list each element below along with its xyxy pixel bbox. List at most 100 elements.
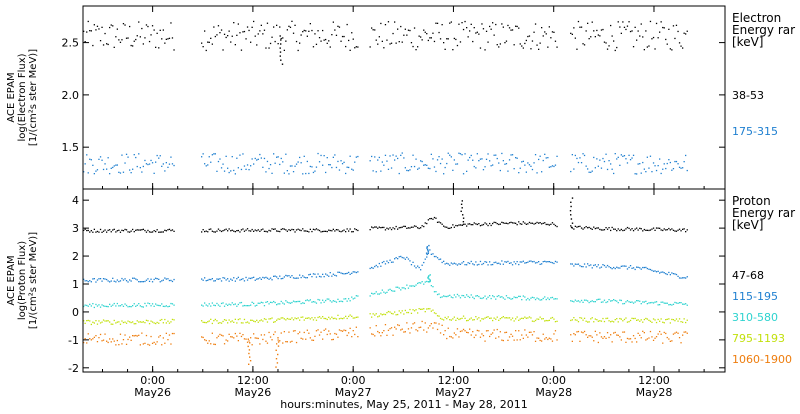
data-point — [534, 319, 537, 322]
data-point — [493, 221, 495, 223]
data-point — [680, 342, 682, 344]
data-point — [288, 173, 290, 175]
data-point — [127, 338, 129, 341]
data-point — [271, 36, 273, 38]
data-point — [622, 265, 624, 267]
data-point — [256, 44, 258, 46]
data-point — [639, 227, 641, 229]
data-point — [119, 280, 122, 282]
data-point — [487, 264, 489, 266]
data-point — [522, 337, 524, 339]
data-point — [234, 173, 236, 175]
data-point — [417, 168, 419, 170]
data-point — [513, 296, 515, 298]
data-point — [626, 321, 629, 323]
data-point — [654, 301, 656, 303]
data-point — [92, 164, 94, 166]
data-point — [613, 266, 615, 269]
data-point — [386, 227, 388, 229]
data-point — [259, 343, 261, 345]
data-point — [616, 318, 618, 320]
data-point — [534, 23, 537, 25]
data-point — [374, 314, 376, 316]
data-point — [614, 153, 616, 155]
data-point — [164, 229, 166, 231]
data-point — [320, 317, 322, 319]
data-point — [151, 342, 154, 344]
data-point — [651, 171, 653, 173]
data-point — [375, 325, 377, 327]
data-point — [87, 305, 89, 307]
data-point — [309, 273, 311, 275]
data-point — [102, 230, 105, 232]
data-point — [271, 228, 273, 230]
legend-entry: 115-195 — [732, 290, 778, 303]
data-point — [677, 163, 679, 165]
data-point — [458, 295, 460, 297]
data-point — [522, 260, 524, 262]
data-point — [415, 49, 417, 51]
data-point — [384, 292, 387, 294]
data-point — [671, 304, 673, 306]
data-point — [663, 27, 665, 29]
data-point — [536, 297, 538, 299]
data-point — [659, 227, 661, 229]
data-point — [482, 169, 485, 171]
data-point — [90, 305, 92, 307]
data-point — [637, 266, 639, 268]
data-point — [305, 172, 307, 175]
legend-entry: 1060-1900 — [732, 353, 792, 366]
data-point — [504, 163, 506, 165]
data-point — [476, 329, 478, 332]
data-point — [472, 331, 474, 333]
data-point — [675, 302, 678, 304]
data-point — [450, 226, 452, 229]
data-point — [220, 280, 223, 282]
data-point — [470, 294, 472, 296]
data-point — [378, 262, 380, 265]
data-point — [204, 321, 206, 324]
data-point — [245, 338, 247, 340]
data-point — [484, 49, 486, 51]
data-point — [334, 317, 336, 319]
data-point — [280, 317, 282, 319]
data-point — [397, 228, 399, 230]
data-point — [642, 301, 644, 303]
data-point — [148, 303, 151, 305]
data-point — [303, 276, 305, 278]
data-point — [452, 337, 454, 339]
data-point — [643, 228, 645, 231]
data-point — [657, 304, 659, 306]
data-point — [125, 304, 128, 307]
data-point — [147, 229, 149, 232]
data-point — [646, 46, 648, 48]
data-point — [314, 301, 316, 303]
data-point — [614, 319, 616, 321]
data-point — [652, 318, 655, 320]
data-point — [504, 42, 506, 44]
data-point — [269, 42, 272, 45]
data-point — [632, 154, 635, 156]
data-point — [626, 25, 629, 27]
data-point — [435, 291, 437, 293]
data-point — [551, 296, 554, 299]
data-point — [632, 267, 635, 269]
data-point — [305, 338, 307, 340]
data-point — [93, 306, 95, 309]
data-point — [387, 262, 390, 264]
data-point — [602, 264, 604, 266]
data-point — [657, 333, 659, 335]
data-point — [139, 229, 141, 231]
data-point — [348, 271, 350, 274]
data-point — [286, 301, 288, 303]
data-point — [461, 22, 463, 24]
data-point — [493, 296, 495, 298]
data-point — [599, 267, 601, 269]
data-point — [611, 35, 613, 37]
data-point — [554, 260, 557, 263]
data-point — [417, 46, 419, 48]
data-point — [421, 320, 423, 323]
data-point — [151, 25, 154, 27]
data-point — [473, 27, 475, 29]
data-point — [297, 161, 299, 163]
